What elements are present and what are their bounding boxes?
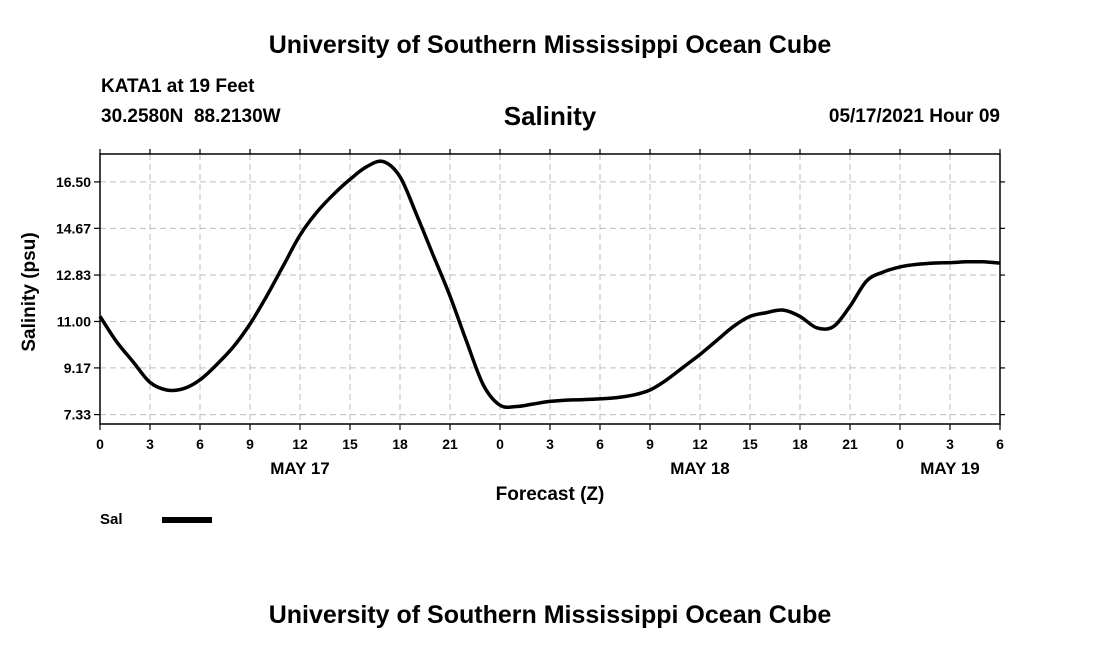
series-layer bbox=[98, 159, 1001, 410]
station-coordinates: 30.2580N 88.2130W bbox=[101, 106, 281, 127]
day-label: MAY 17 bbox=[270, 459, 330, 478]
x-tick-label: 3 bbox=[146, 436, 154, 452]
x-tick-label: 3 bbox=[546, 436, 554, 452]
x-tick-label: 0 bbox=[896, 436, 904, 452]
x-tick-label: 18 bbox=[792, 436, 808, 452]
x-tick-label: 21 bbox=[842, 436, 858, 452]
day-label: MAY 19 bbox=[920, 459, 980, 478]
y-tick-label: 14.67 bbox=[56, 220, 91, 236]
y-tick-label: 16.50 bbox=[56, 174, 91, 190]
series-line-sal bbox=[98, 159, 1001, 410]
x-tick-label: 6 bbox=[196, 436, 204, 452]
x-tick-label: 9 bbox=[646, 436, 654, 452]
x-tick-label: 3 bbox=[946, 436, 954, 452]
x-tick-label: 12 bbox=[692, 436, 708, 452]
day-label: MAY 18 bbox=[670, 459, 730, 478]
page-title: University of Southern Mississippi Ocean… bbox=[268, 31, 832, 59]
chart-title: Salinity bbox=[503, 101, 597, 131]
x-tick-label: 6 bbox=[596, 436, 604, 452]
legend-label: Sal bbox=[100, 511, 123, 528]
x-tick-label: 21 bbox=[442, 436, 458, 452]
y-tick-label: 11.00 bbox=[57, 313, 91, 329]
x-tick-label: 6 bbox=[996, 436, 1004, 452]
grid-lines bbox=[100, 154, 1000, 424]
y-tick-label: 7.33 bbox=[64, 407, 91, 423]
x-tick-label: 15 bbox=[742, 436, 758, 452]
x-tick-label: 15 bbox=[342, 436, 358, 452]
axes: 0 3 6 9 12 15 18 21 0 3 6 9 12 15 18 21 0 3 6 7.33 9.17 11.00… bbox=[56, 149, 1005, 478]
forecast-date: 05/17/2021 Hour 09 bbox=[828, 106, 1000, 127]
x-tick-label: 0 bbox=[96, 436, 104, 452]
x-tick-label: 12 bbox=[292, 436, 308, 452]
legend: Sal bbox=[100, 511, 212, 528]
y-axis-label: Salinity (psu) bbox=[19, 232, 40, 351]
footer-title: University of Southern Mississippi Ocean… bbox=[268, 601, 832, 629]
y-tick-label: 12.83 bbox=[56, 267, 91, 283]
x-tick-label: 0 bbox=[496, 436, 504, 452]
x-tick-label: 18 bbox=[392, 436, 408, 452]
x-axis-label: Forecast (Z) bbox=[496, 484, 605, 505]
station-label: KATA1 at 19 Feet bbox=[101, 76, 255, 97]
x-tick-label: 9 bbox=[246, 436, 254, 452]
y-tick-label: 9.17 bbox=[64, 360, 91, 376]
